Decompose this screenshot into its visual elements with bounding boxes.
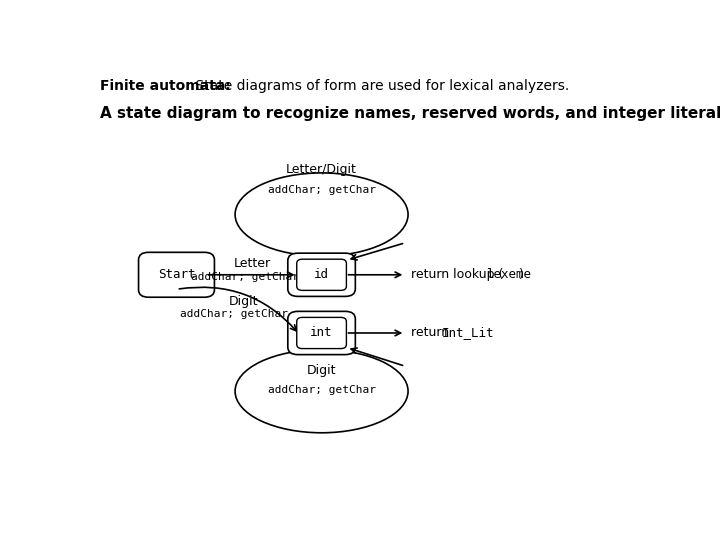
Text: Int_Lit: Int_Lit: [442, 327, 495, 340]
Text: addChar; getChar: addChar; getChar: [268, 385, 376, 395]
Text: ): ): [519, 268, 524, 281]
Text: Letter/Digit: Letter/Digit: [286, 163, 357, 176]
Text: Digit: Digit: [307, 364, 336, 377]
Text: Start: Start: [158, 268, 195, 281]
Text: addChar; getChar: addChar; getChar: [268, 185, 376, 195]
Text: id: id: [314, 268, 329, 281]
FancyBboxPatch shape: [297, 318, 346, 349]
Text: int: int: [310, 327, 333, 340]
Text: lexeme: lexeme: [485, 268, 531, 281]
FancyBboxPatch shape: [297, 259, 346, 291]
Text: return: return: [411, 327, 453, 340]
Text: addChar; getChar: addChar; getChar: [180, 309, 288, 319]
FancyBboxPatch shape: [288, 253, 356, 296]
FancyBboxPatch shape: [288, 312, 356, 355]
Text: Finite automata:: Finite automata:: [100, 79, 231, 93]
Text: A state diagram to recognize names, reserved words, and integer literals: A state diagram to recognize names, rese…: [100, 106, 720, 122]
Text: return lookup (: return lookup (: [411, 268, 503, 281]
FancyBboxPatch shape: [138, 252, 215, 297]
Text: State diagrams of form are used for lexical analyzers.: State diagrams of form are used for lexi…: [191, 79, 570, 93]
Text: addChar; getChar: addChar; getChar: [191, 272, 299, 282]
Text: Letter: Letter: [233, 256, 271, 269]
Text: Digit: Digit: [229, 295, 258, 308]
